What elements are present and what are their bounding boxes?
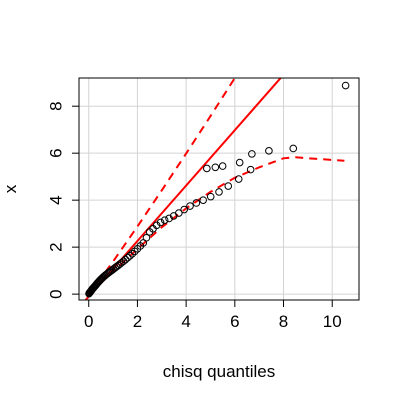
grid: [79, 78, 359, 300]
data-point: [289, 144, 298, 153]
x-tick-label: 10: [323, 312, 342, 331]
data-point: [234, 175, 243, 183]
data-point: [156, 218, 165, 227]
reference-line: [84, 78, 282, 300]
data-point: [199, 196, 207, 204]
data-point: [235, 158, 244, 167]
data-point: [142, 233, 151, 242]
data-point: [211, 163, 220, 172]
ticks: 0 2 4 6 8 10 0 2 4 6 8: [46, 101, 341, 331]
x-tick-label: 8: [279, 312, 288, 331]
data-point: [218, 162, 227, 170]
data-point: [180, 205, 188, 214]
data-point: [126, 252, 134, 260]
data-point: [248, 150, 256, 158]
x-axis-title: chisq quantiles: [163, 362, 275, 381]
data-point: [160, 216, 169, 224]
y-tick-label: 2: [46, 242, 65, 251]
y-tick-label: 0: [46, 289, 65, 298]
upper-envelope-line: [87, 78, 236, 296]
data-point: [128, 249, 137, 258]
data-point: [203, 164, 211, 173]
data-point: [192, 199, 201, 207]
y-tick-label: 8: [46, 101, 65, 110]
x-tick-label: 2: [133, 312, 142, 331]
data-point: [215, 188, 223, 196]
data-point: [186, 202, 194, 210]
data-point: [123, 253, 132, 262]
data-point: [175, 209, 183, 217]
plot-frame: [78, 77, 360, 301]
x-tick-label: 4: [181, 312, 190, 331]
series: [84, 78, 350, 300]
data-point: [206, 192, 215, 201]
data-point: [224, 182, 233, 190]
data-point: [246, 165, 255, 174]
x-tick-label: 6: [230, 312, 239, 331]
x-tick-label: 0: [84, 312, 93, 331]
y-tick-label: 4: [46, 195, 65, 204]
lower-envelope-line: [88, 156, 345, 296]
data-point: [341, 81, 350, 90]
y-tick-label: 6: [46, 148, 65, 157]
data-point: [265, 147, 273, 155]
data-point: [165, 214, 173, 223]
y-axis-title: x: [1, 184, 20, 193]
series-clip-group: [84, 78, 350, 300]
data-point: [121, 255, 130, 264]
data-point: [130, 247, 139, 256]
